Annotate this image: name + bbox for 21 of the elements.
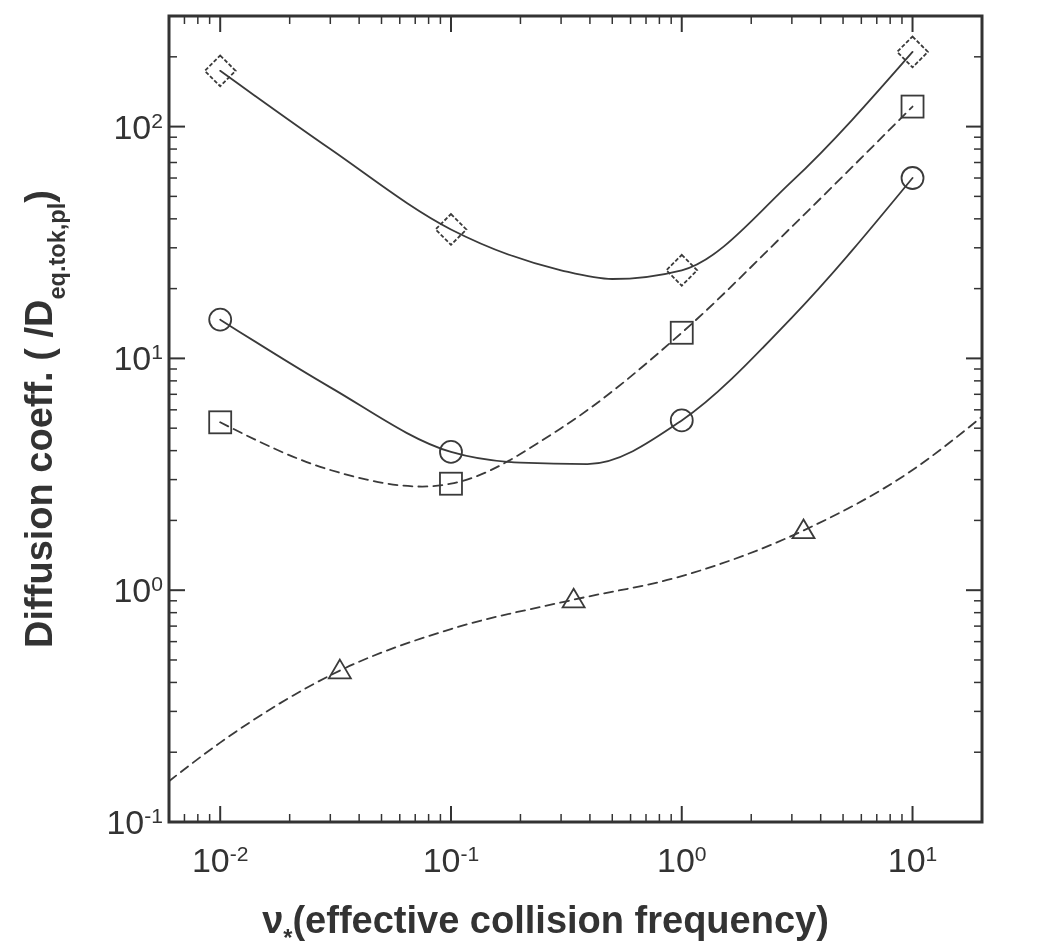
y-tick-label: 10$^{1}$ [113, 339, 163, 378]
point [900, 166, 925, 190]
y-tick-label: 10$^{2}$ [113, 107, 163, 146]
point [896, 35, 929, 69]
point [669, 320, 694, 345]
point [900, 94, 925, 119]
point [203, 54, 237, 88]
point [208, 307, 233, 332]
y-tick-label: 10$^{-1}$ [106, 803, 163, 841]
point [665, 253, 699, 287]
point [208, 410, 233, 435]
point [434, 213, 468, 246]
point [439, 440, 463, 464]
x-tick-label: 10$^{-1}$ [422, 841, 480, 879]
x-tick-label: 10$^{1}$ [887, 841, 938, 879]
point [439, 471, 463, 496]
point [669, 408, 694, 433]
x-tick-label: 10$^{-2}$ [191, 841, 249, 879]
y-tick-label: 10$^{0}$ [113, 571, 163, 610]
x-tick-label: 10$^{0}$ [656, 841, 707, 879]
x-axis-title: ν$_{*}$(effective collision frequency) [262, 899, 829, 951]
